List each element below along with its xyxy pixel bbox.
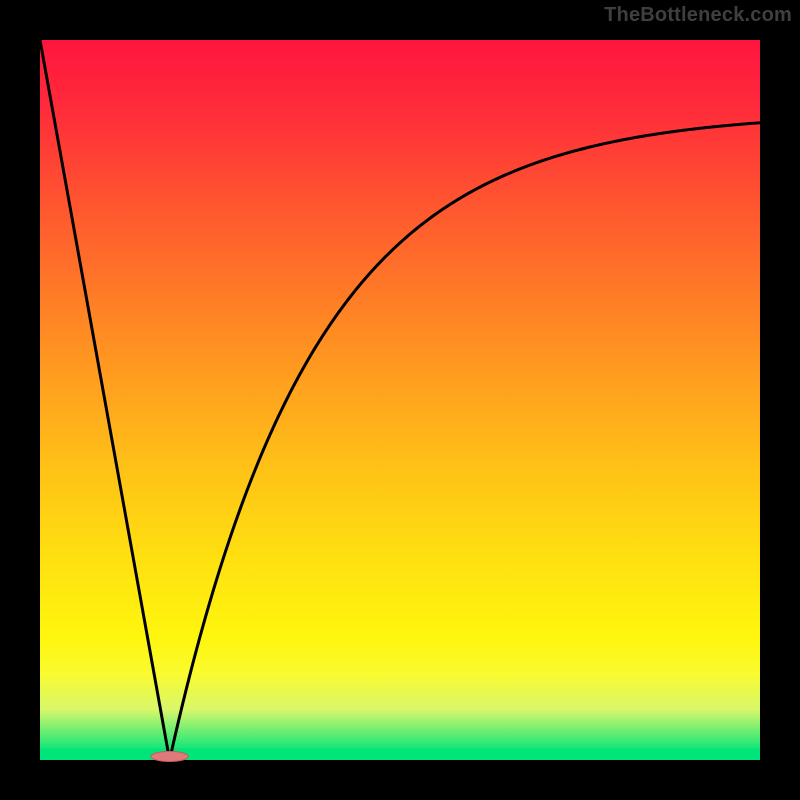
green-baseline-band [40,748,760,760]
bottleneck-chart [0,0,800,800]
plot-background [40,40,760,760]
watermark-text: TheBottleneck.com [604,4,792,27]
optimal-point-marker [151,751,188,761]
